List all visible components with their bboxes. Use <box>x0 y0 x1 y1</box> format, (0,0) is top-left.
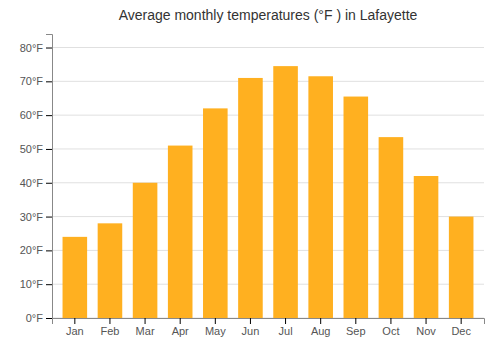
x-tick-mark <box>426 318 427 324</box>
x-tick-label: May <box>205 325 226 337</box>
y-tick-label: 10°F <box>20 278 44 290</box>
x-tick-mark <box>74 318 75 324</box>
bar <box>273 66 298 318</box>
x-axis-line <box>53 319 485 325</box>
y-tick: 80°F <box>20 42 52 54</box>
bar <box>98 223 123 318</box>
bar <box>203 108 228 318</box>
x-tick: Jul <box>279 318 293 337</box>
x-tick: Nov <box>416 318 436 337</box>
x-tick-mark <box>180 318 181 324</box>
x-tick-mark <box>355 318 356 324</box>
title: Average monthly temperatures (°F ) in La… <box>119 7 418 23</box>
x-tick-mark <box>390 318 391 324</box>
y-tick-label: 80°F <box>20 42 44 54</box>
y-tick-mark <box>46 217 52 218</box>
bar <box>133 183 158 318</box>
y-tick: 20°F <box>20 244 52 256</box>
y-tick: 50°F <box>20 143 52 155</box>
y-tick-mark <box>46 318 52 319</box>
grid <box>52 48 484 318</box>
y-tick: 0°F <box>26 312 52 324</box>
x-tick-label: Dec <box>451 325 471 337</box>
x-tick-mark <box>461 318 462 324</box>
x-axis: Jan Feb Mar Apr May Jun Jul Aug Sep Oct Nov Dec <box>53 318 485 337</box>
x-tick-label: Oct <box>382 325 399 337</box>
x-tick-mark <box>320 318 321 324</box>
x-tick-mark <box>145 318 146 324</box>
y-tick-mark <box>46 183 52 184</box>
y-tick-label: 40°F <box>20 177 44 189</box>
x-tick-mark <box>285 318 286 324</box>
x-tick: Sep <box>346 318 366 337</box>
x-tick-label: Feb <box>100 325 119 337</box>
x-tick-mark <box>215 318 216 324</box>
y-tick: 10°F <box>20 278 52 290</box>
x-tick-label: Jun <box>242 325 260 337</box>
x-tick: Apr <box>172 318 189 337</box>
x-tick: Feb <box>100 318 119 337</box>
x-tick: Aug <box>311 318 331 337</box>
bar <box>344 97 369 318</box>
y-tick-label: 30°F <box>20 211 44 223</box>
y-tick-mark <box>46 81 52 82</box>
x-tick-label: Apr <box>172 325 189 337</box>
grid-line <box>52 47 484 48</box>
bar <box>308 76 333 318</box>
x-tick-label: Sep <box>346 325 366 337</box>
grid-line <box>52 148 484 149</box>
x-tick-label: Mar <box>136 325 155 337</box>
bar <box>63 237 88 318</box>
x-tick: Dec <box>451 318 471 337</box>
y-tick: 70°F <box>20 75 52 87</box>
y-tick-mark <box>46 149 52 150</box>
grid-line <box>52 81 484 82</box>
y-tick-label: 50°F <box>20 143 44 155</box>
y-tick: 30°F <box>20 211 52 223</box>
y-tick-mark <box>46 250 52 251</box>
x-tick-label: Aug <box>311 325 331 337</box>
y-axis-line <box>46 35 53 319</box>
y-tick-mark <box>46 48 52 49</box>
y-tick: 60°F <box>20 109 52 121</box>
y-tick: 40°F <box>20 177 52 189</box>
y-tick-label: 0°F <box>26 312 44 324</box>
x-tick-label: Nov <box>416 325 436 337</box>
bar <box>168 146 193 318</box>
y-tick-label: 60°F <box>20 109 44 121</box>
x-tick-mark <box>250 318 251 324</box>
x-tick-label: Jan <box>66 325 84 337</box>
x-tick-label: Jul <box>279 325 293 337</box>
bar <box>449 217 474 318</box>
x-tick: Jan <box>66 318 84 337</box>
y-tick-label: 70°F <box>20 75 44 87</box>
y-tick-mark <box>46 115 52 116</box>
x-tick-mark <box>109 318 110 324</box>
bar <box>238 78 263 318</box>
x-tick: Jun <box>242 318 260 337</box>
plot: 0°F 10°F 20°F 30°F 40°F 50°F 60°F 70°F 80°F Jan Fe… <box>20 35 485 337</box>
y-axis: 0°F 10°F 20°F 30°F 40°F 50°F 60°F 70°F 80°F <box>20 35 53 325</box>
bar <box>379 137 404 318</box>
chart: 0°F 10°F 20°F 30°F 40°F 50°F 60°F 70°F 80°F Jan Fe… <box>0 0 500 350</box>
x-tick: May <box>205 318 226 337</box>
bars <box>63 66 474 318</box>
grid-line <box>52 115 484 116</box>
x-tick: Oct <box>382 318 399 337</box>
y-tick-mark <box>46 284 52 285</box>
x-tick: Mar <box>136 318 155 337</box>
y-tick-label: 20°F <box>20 244 44 256</box>
bar <box>414 176 439 318</box>
